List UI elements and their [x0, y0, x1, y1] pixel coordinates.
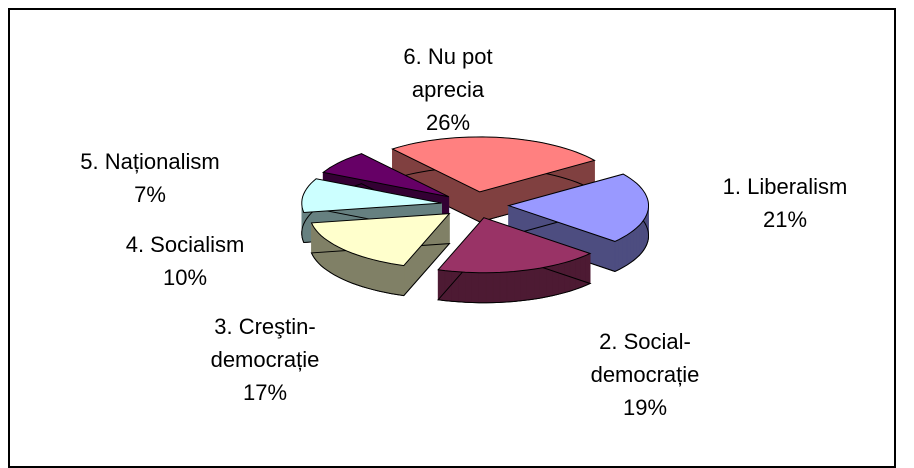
- slice-side: [521, 270, 528, 301]
- slice-side: [339, 247, 343, 279]
- slice-side: [319, 233, 322, 266]
- slice-side: [398, 265, 404, 296]
- slice-side: [391, 264, 397, 295]
- slice-side: [623, 235, 627, 267]
- slice-side: [327, 240, 331, 272]
- category-name: 5. Naționalism: [50, 145, 250, 178]
- slice-side: [507, 272, 514, 303]
- slice-side: [570, 259, 575, 291]
- slice-side: [368, 258, 374, 290]
- slice-side: [627, 233, 631, 265]
- slice-side: [559, 263, 565, 295]
- slice-side: [479, 273, 486, 303]
- slice-side: [331, 243, 335, 275]
- slice-side: [316, 231, 318, 264]
- slice-side: [472, 273, 479, 303]
- slice-side: [357, 255, 362, 287]
- slice-side: [575, 258, 580, 290]
- category-name: 1. Liberalism: [710, 170, 860, 203]
- slice-side: [634, 228, 637, 260]
- slice-side: [615, 239, 619, 271]
- slice-side: [465, 272, 472, 302]
- slice-side: [619, 237, 623, 269]
- slice-side: [362, 257, 367, 289]
- slice-side: [493, 272, 500, 302]
- slice-side: [534, 268, 540, 299]
- category-name: 3. Creştin-democrație: [183, 310, 348, 376]
- slice-side: [514, 271, 521, 302]
- slice-side: [540, 267, 546, 298]
- slice-side: [458, 272, 465, 303]
- slice-side: [581, 256, 586, 288]
- slice-side: [486, 273, 493, 303]
- slice-side: [637, 225, 640, 257]
- slice-side: [324, 238, 327, 270]
- value-label: 21%: [710, 203, 860, 236]
- value-label: 26%: [388, 106, 508, 139]
- slice-side: [500, 272, 507, 302]
- slice: [312, 214, 450, 296]
- slice-side: [385, 262, 391, 293]
- value-label: 19%: [570, 391, 720, 424]
- slice-side: [452, 271, 459, 302]
- value-label: 10%: [95, 261, 275, 294]
- slice-side: [639, 223, 641, 256]
- value-label: 17%: [183, 376, 348, 409]
- slice-side: [553, 264, 559, 295]
- slice-side: [585, 254, 590, 286]
- slice-side: [347, 251, 352, 283]
- category-name: 6. Nu pot aprecia: [388, 40, 508, 106]
- slice-side: [631, 230, 634, 262]
- slice-side: [379, 261, 385, 292]
- category-name: 2. Social-democrație: [570, 325, 720, 391]
- slice-side: [373, 260, 379, 291]
- slice-side: [527, 269, 534, 300]
- category-name: 4. Socialism: [95, 228, 275, 261]
- slice-side: [335, 245, 339, 277]
- slice-side: [352, 253, 357, 285]
- slice-side: [343, 249, 348, 281]
- value-label: 7%: [50, 178, 250, 211]
